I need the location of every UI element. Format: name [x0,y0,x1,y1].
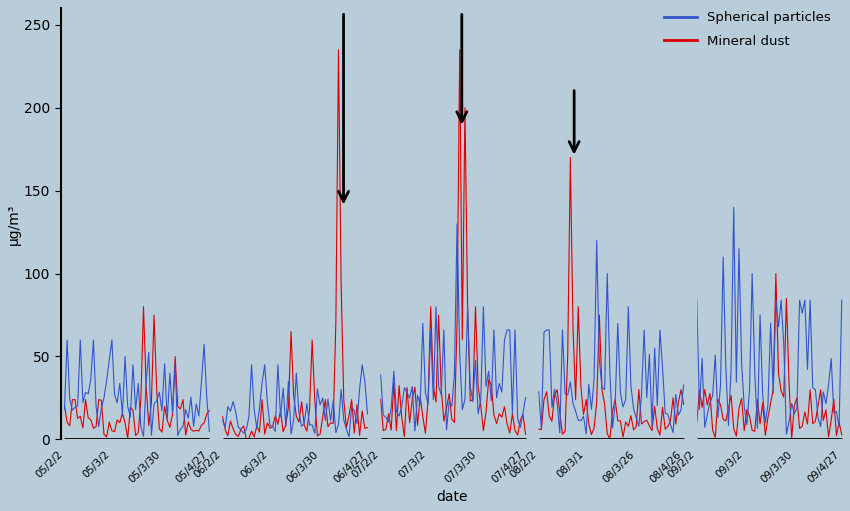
Y-axis label: μg/m³: μg/m³ [7,203,21,244]
Legend: Spherical particles, Mineral dust: Spherical particles, Mineral dust [659,6,836,53]
Bar [527,8,537,439]
Bar [369,8,379,439]
Bar [685,8,695,439]
X-axis label: date: date [436,490,468,504]
Bar [211,8,221,439]
